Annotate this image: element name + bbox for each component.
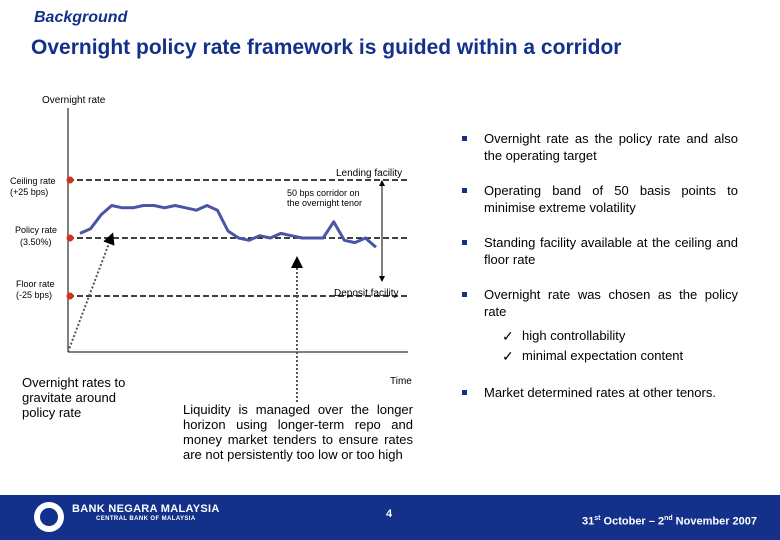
- bullet-item: Overnight rate was chosen as the policy …: [462, 286, 738, 366]
- corridor-label-line1: 50 bps corridor on: [287, 188, 360, 198]
- page-number: 4: [386, 508, 393, 520]
- y-axis-label: Overnight rate: [42, 95, 106, 106]
- bullet-square-icon: [462, 390, 467, 395]
- bullet-item: Operating band of 50 basis points to min…: [462, 182, 738, 216]
- section-label: Background: [34, 9, 128, 26]
- date-sup2: nd: [664, 515, 673, 522]
- lending-facility-label: Lending facility: [336, 168, 402, 179]
- footer-date: 31st October – 2nd November 2007: [582, 515, 757, 528]
- overnight-rate-series: [79, 204, 377, 249]
- corridor-label-line2: the overnight tenor: [287, 198, 362, 208]
- bullet-text: Standing facility available at the ceili…: [484, 235, 738, 267]
- bullet-text: Operating band of 50 basis points to min…: [484, 183, 738, 215]
- gravitate-note: Overnight rates to gravitate around poli…: [22, 375, 126, 420]
- ceiling-rate-label: Ceiling rate: [10, 176, 56, 186]
- bullet-list: Overnight rate as the policy rate and al…: [462, 130, 738, 419]
- bullet-text: Overnight rate was chosen as the policy …: [484, 287, 738, 319]
- x-axis-label: Time: [390, 376, 412, 387]
- bullet-text: Overnight rate as the policy rate and al…: [484, 131, 738, 163]
- floor-rate-label: Floor rate: [16, 279, 55, 289]
- date-day1: 31: [582, 515, 595, 528]
- ceiling-rate-sublabel: (+25 bps): [10, 187, 48, 197]
- deposit-facility-label: Deposit facility: [334, 288, 398, 299]
- bullet-text: Market determined rates at other tenors.: [484, 385, 716, 400]
- policy-rate-marker: [66, 234, 74, 242]
- date-mid: October – 2: [600, 515, 665, 528]
- policy-rate-label: Policy rate: [15, 225, 57, 235]
- bullet-item: Overnight rate as the policy rate and al…: [462, 130, 738, 164]
- bank-logo-inner: [40, 508, 58, 526]
- bullet-square-icon: [462, 292, 467, 297]
- check-item: ✓ high controllability: [502, 326, 738, 346]
- checkmark-icon: ✓: [502, 328, 514, 344]
- check-text: minimal expectation content: [522, 348, 684, 363]
- bullet-item: Standing facility available at the ceili…: [462, 234, 738, 268]
- floor-rate-sublabel: (-25 bps): [16, 290, 52, 300]
- floor-rate-marker: [66, 292, 74, 300]
- gravitate-arrow: [67, 232, 115, 353]
- bullet-square-icon: [462, 240, 467, 245]
- bullet-item: Market determined rates at other tenors.: [462, 384, 738, 401]
- date-sup1: st: [594, 515, 601, 522]
- bullet-square-icon: [462, 136, 467, 141]
- footer-bar: [0, 495, 780, 540]
- checkmark-icon: ✓: [502, 348, 514, 364]
- page-title: Overnight policy rate framework is guide…: [31, 36, 622, 59]
- liquidity-note: Liquidity is managed over the longer hor…: [183, 402, 413, 462]
- bank-subtitle: CENTRAL BANK OF MALAYSIA: [96, 516, 196, 522]
- bullet-square-icon: [462, 188, 467, 193]
- ceiling-rate-marker: [66, 176, 74, 184]
- check-list: ✓ high controllability ✓ minimal expecta…: [484, 326, 738, 366]
- check-item: ✓ minimal expectation content: [502, 346, 738, 366]
- bank-name: BANK NEGARA MALAYSIA: [72, 503, 220, 515]
- check-text: high controllability: [522, 328, 626, 343]
- date-rest: November 2007: [672, 515, 758, 528]
- policy-rate-sublabel: (3.50%): [20, 237, 52, 247]
